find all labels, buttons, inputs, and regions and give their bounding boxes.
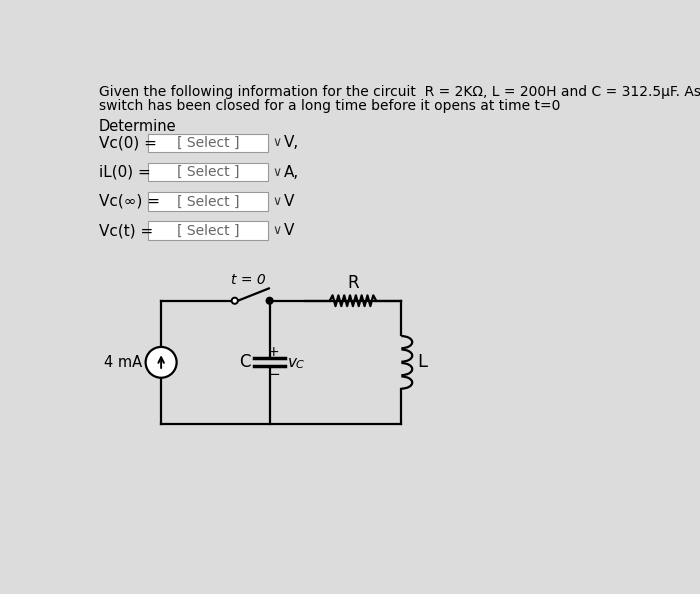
Circle shape [232,298,238,304]
Text: Given the following information for the circuit  R = 2KΩ, L = 200H and C = 312.5: Given the following information for the … [99,85,700,99]
Circle shape [146,347,176,378]
Text: Determine: Determine [99,119,176,134]
Text: iL(0) =: iL(0) = [99,165,151,179]
Text: [ Select ]: [ Select ] [177,194,239,208]
FancyBboxPatch shape [148,163,268,181]
Text: ∨: ∨ [273,166,282,179]
Text: R: R [347,273,358,292]
Text: [ Select ]: [ Select ] [177,136,239,150]
Text: switch has been closed for a long time before it opens at time t=0: switch has been closed for a long time b… [99,99,561,113]
Text: C: C [296,361,304,371]
Text: L: L [417,353,427,371]
Text: 4 mA: 4 mA [104,355,141,370]
Text: ∨: ∨ [273,224,282,237]
Text: −: − [267,367,280,382]
Circle shape [267,298,273,304]
Text: ∨: ∨ [273,137,282,149]
Text: Vc(t) =: Vc(t) = [99,223,153,238]
Text: v: v [288,355,298,370]
Text: A,: A, [284,165,299,179]
Text: V,: V, [284,135,299,150]
FancyBboxPatch shape [148,134,268,152]
Text: ∨: ∨ [273,195,282,208]
Text: Vc(0) =: Vc(0) = [99,135,157,150]
Text: V: V [284,223,294,238]
Text: C: C [239,353,251,371]
Text: t = 0: t = 0 [231,273,266,287]
Text: Vc(∞) =: Vc(∞) = [99,194,160,209]
Text: [ Select ]: [ Select ] [177,165,239,179]
FancyBboxPatch shape [148,222,268,240]
Text: [ Select ]: [ Select ] [177,224,239,238]
Text: +: + [267,345,279,359]
FancyBboxPatch shape [148,192,268,211]
Text: V: V [284,194,294,209]
